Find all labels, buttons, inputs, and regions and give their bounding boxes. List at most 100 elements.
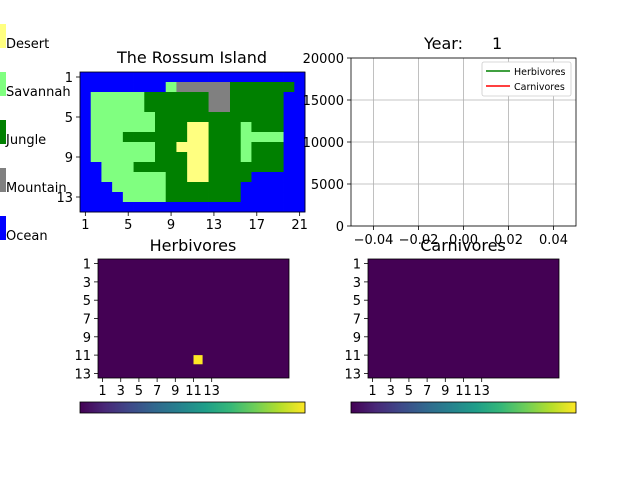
island-cell <box>219 172 231 183</box>
island-cell <box>294 162 306 173</box>
island-cell <box>197 72 209 83</box>
island-cell <box>133 162 145 173</box>
line-chart-y-tick-label: 0 <box>336 220 344 235</box>
island-cell <box>187 102 199 113</box>
line-chart-x-tick-label: −0.04 <box>354 233 394 248</box>
island-cell <box>272 112 284 123</box>
island-cell <box>176 82 188 93</box>
island-cell <box>187 112 199 123</box>
density-x-tick-label: 7 <box>423 384 431 399</box>
island-cell <box>144 162 156 173</box>
island-cell <box>101 172 113 183</box>
island-cell <box>90 142 102 153</box>
island-cell <box>208 202 220 213</box>
island-cell <box>187 142 199 153</box>
island-cell <box>90 82 102 93</box>
island-cell <box>197 112 209 123</box>
island-cell <box>208 192 220 203</box>
island-cell <box>176 182 188 193</box>
island-cell <box>80 82 92 93</box>
island-cell <box>294 172 306 183</box>
island-cell <box>90 162 102 173</box>
island-cell <box>219 132 231 143</box>
island-cell <box>230 172 242 183</box>
island-cell <box>101 92 113 103</box>
island-cell <box>112 202 124 213</box>
island-cell <box>187 202 199 213</box>
island-cell <box>197 132 209 143</box>
island-cell <box>176 142 188 153</box>
density-x-tick-label: 1 <box>98 384 106 399</box>
island-cell <box>197 162 209 173</box>
island-cell <box>251 72 263 83</box>
island-cell <box>294 202 306 213</box>
legend-entry-herbivores: Herbivores <box>514 67 566 78</box>
density-x-tick-label: 3 <box>117 384 125 399</box>
island-cell <box>155 122 167 133</box>
island-cell <box>101 72 113 83</box>
island-cell <box>80 142 92 153</box>
island-cell <box>219 202 231 213</box>
island-cell <box>262 72 274 83</box>
island-cell <box>240 112 252 123</box>
island-cell <box>251 192 263 203</box>
island-cell <box>112 162 124 173</box>
island-cell <box>133 132 145 143</box>
line-chart-x-tick-label: 0.04 <box>539 233 568 248</box>
island-cell <box>112 182 124 193</box>
island-cell <box>197 152 209 163</box>
island-cell <box>208 122 220 133</box>
island-cell <box>101 82 113 93</box>
island-cell <box>240 102 252 113</box>
legend-label-mountain: Mountain <box>6 181 67 196</box>
island-cell <box>283 152 295 163</box>
island-map-grid <box>80 72 306 213</box>
island-cell <box>122 152 134 163</box>
island-cell <box>272 162 284 173</box>
island-cell <box>272 142 284 153</box>
line-chart-y-tick-label: 10000 <box>303 136 344 151</box>
density-x-tick-label: 9 <box>441 384 449 399</box>
density-x-tick-label: 5 <box>135 384 143 399</box>
island-cell <box>101 192 113 203</box>
legend-entry-carnivores: Carnivores <box>514 82 565 93</box>
island-cell <box>230 82 242 93</box>
density-x-tick-label: 3 <box>387 384 395 399</box>
island-cell <box>262 202 274 213</box>
island-cell <box>80 102 92 113</box>
island-cell <box>101 162 113 173</box>
density-y-tick-label: 5 <box>83 294 91 309</box>
island-cell <box>155 102 167 113</box>
density-y-tick-label: 13 <box>74 367 91 382</box>
density-y-tick-label: 11 <box>344 349 361 364</box>
island-cell <box>272 192 284 203</box>
density-y-tick-label: 9 <box>353 331 361 346</box>
island-cell <box>90 102 102 113</box>
island-cell <box>176 172 188 183</box>
island-cell <box>230 102 242 113</box>
island-cell <box>101 182 113 193</box>
island-cell <box>219 82 231 93</box>
island-cell <box>197 122 209 133</box>
island-cell <box>219 92 231 103</box>
island-cell <box>90 202 102 213</box>
legend-label-jungle: Jungle <box>5 133 46 148</box>
island-cell <box>262 152 274 163</box>
island-cell <box>112 152 124 163</box>
population-chart-year-label: Year: <box>423 34 463 53</box>
island-cell <box>283 182 295 193</box>
island-cell <box>272 82 284 93</box>
island-cell <box>176 152 188 163</box>
island-cell <box>251 92 263 103</box>
island-cell <box>251 202 263 213</box>
herbivore-colorbar <box>79 401 306 414</box>
density-x-tick-label: 7 <box>153 384 161 399</box>
population-line-chart: −0.04 −0.02 0.00 0.02 0.04 0 5000 10000 15000 200… <box>303 52 577 248</box>
density-y-tick-label: 1 <box>83 258 91 273</box>
island-cell <box>251 152 263 163</box>
island-y-tick-label: 13 <box>56 191 73 206</box>
island-cell <box>294 82 306 93</box>
